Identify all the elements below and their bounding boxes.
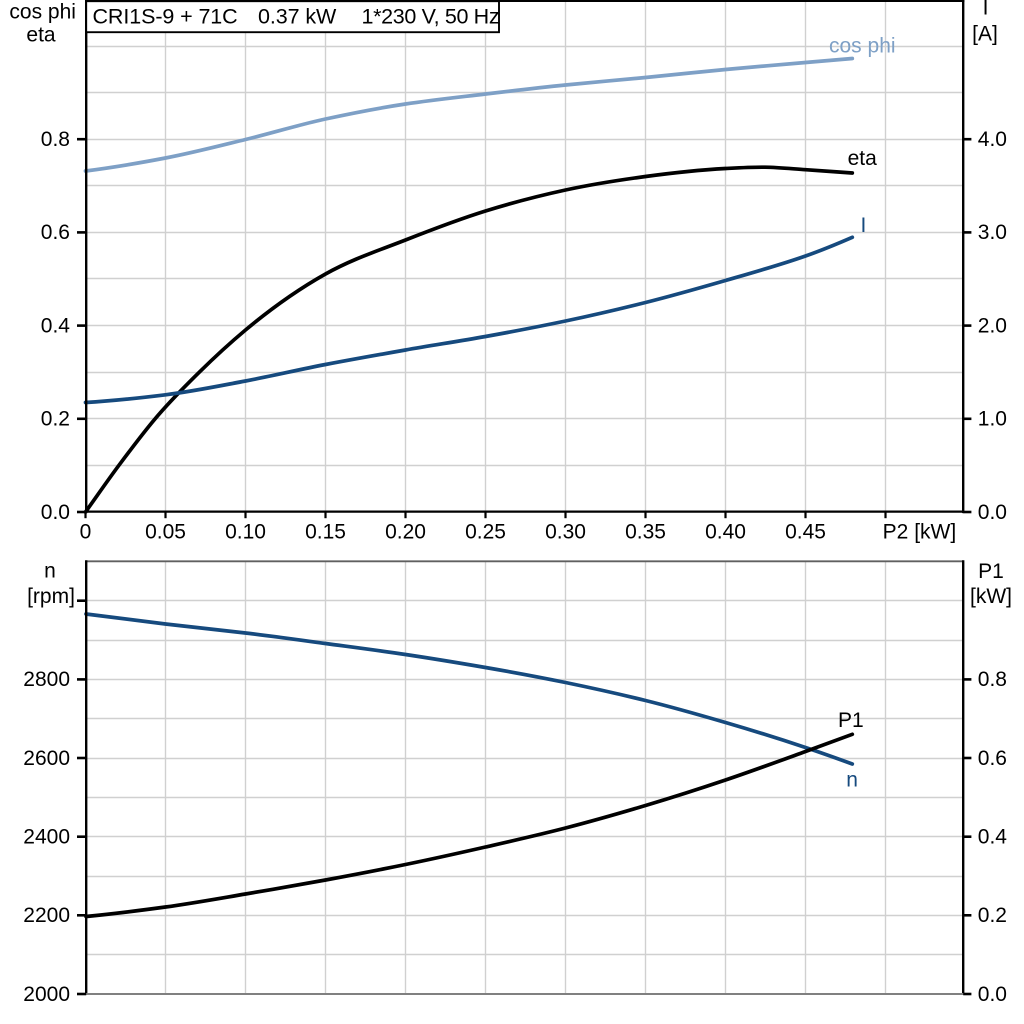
- svg-text:eta: eta: [26, 24, 56, 47]
- svg-text:0.8: 0.8: [41, 128, 70, 151]
- svg-text:2400: 2400: [23, 826, 70, 849]
- svg-text:0.15: 0.15: [305, 520, 346, 543]
- svg-text:0.10: 0.10: [225, 520, 266, 543]
- svg-text:2800: 2800: [23, 668, 70, 691]
- svg-text:I: I: [861, 214, 867, 237]
- svg-text:0: 0: [80, 520, 92, 543]
- svg-text:0.0: 0.0: [978, 983, 1007, 1006]
- svg-text:0.37 kW: 0.37 kW: [258, 4, 337, 28]
- svg-text:0.2: 0.2: [41, 408, 70, 431]
- svg-text:P1: P1: [978, 560, 1004, 583]
- svg-text:[A]: [A]: [972, 23, 998, 46]
- svg-text:0.2: 0.2: [978, 904, 1007, 927]
- svg-text:cos phi: cos phi: [9, 1, 76, 24]
- svg-text:0.6: 0.6: [978, 747, 1007, 770]
- svg-text:4.0: 4.0: [978, 128, 1007, 151]
- svg-text:0.45: 0.45: [785, 520, 826, 543]
- svg-text:n: n: [846, 769, 858, 792]
- svg-text:1*230 V, 50 Hz: 1*230 V, 50 Hz: [362, 4, 500, 28]
- svg-text:2.0: 2.0: [978, 314, 1007, 337]
- svg-text:[kW]: [kW]: [970, 585, 1012, 608]
- svg-text:0.25: 0.25: [465, 520, 506, 543]
- svg-text:0.40: 0.40: [705, 520, 746, 543]
- svg-text:0.05: 0.05: [145, 520, 186, 543]
- svg-text:P1: P1: [838, 709, 864, 732]
- svg-text:I: I: [983, 0, 989, 20]
- svg-text:2600: 2600: [23, 747, 70, 770]
- svg-text:0.0: 0.0: [41, 501, 70, 524]
- svg-text:0.8: 0.8: [978, 668, 1007, 691]
- svg-text:cos phi: cos phi: [829, 34, 896, 57]
- svg-text:0.20: 0.20: [385, 520, 426, 543]
- svg-text:n: n: [44, 560, 56, 583]
- svg-text:0.6: 0.6: [41, 221, 70, 244]
- svg-text:0.4: 0.4: [978, 826, 1008, 849]
- svg-text:0.30: 0.30: [545, 520, 586, 543]
- svg-text:0.35: 0.35: [625, 520, 666, 543]
- svg-text:1.0: 1.0: [978, 408, 1007, 431]
- svg-text:[rpm]: [rpm]: [27, 585, 75, 608]
- svg-text:CRI1S-9 + 71C: CRI1S-9 + 71C: [93, 4, 238, 28]
- svg-text:eta: eta: [848, 147, 878, 170]
- svg-text:2200: 2200: [23, 904, 70, 927]
- svg-text:3.0: 3.0: [978, 221, 1007, 244]
- svg-text:0.0: 0.0: [978, 501, 1007, 524]
- svg-text:P2 [kW]: P2 [kW]: [883, 520, 957, 543]
- svg-text:2000: 2000: [23, 983, 70, 1006]
- svg-text:0.4: 0.4: [41, 314, 71, 337]
